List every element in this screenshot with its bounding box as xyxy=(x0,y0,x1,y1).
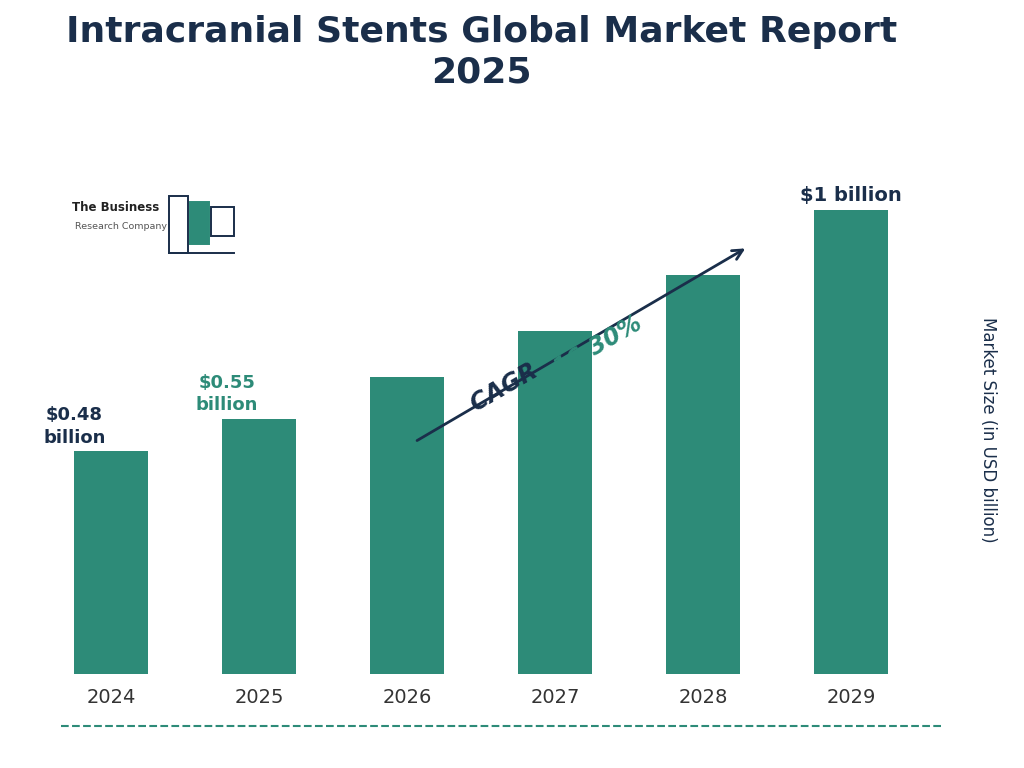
Bar xyxy=(211,207,233,237)
Text: $0.55
billion: $0.55 billion xyxy=(196,374,258,414)
Text: CAGR: CAGR xyxy=(467,355,550,416)
Bar xyxy=(371,377,444,674)
Bar xyxy=(74,452,148,674)
Bar xyxy=(169,196,188,253)
Text: $0.48
billion: $0.48 billion xyxy=(43,406,105,446)
Bar xyxy=(814,210,889,674)
Bar xyxy=(518,330,592,674)
Text: Market Size (in USD billion): Market Size (in USD billion) xyxy=(979,317,997,543)
Text: 16.30%: 16.30% xyxy=(549,310,647,380)
Text: The Business: The Business xyxy=(72,201,159,214)
Bar xyxy=(667,275,740,674)
Text: $1 billion: $1 billion xyxy=(801,186,902,205)
Bar xyxy=(190,202,209,244)
Title: Intracranial Stents Global Market Report
2025: Intracranial Stents Global Market Report… xyxy=(66,15,897,90)
Bar xyxy=(222,419,296,674)
Text: Research Company: Research Company xyxy=(75,222,167,231)
